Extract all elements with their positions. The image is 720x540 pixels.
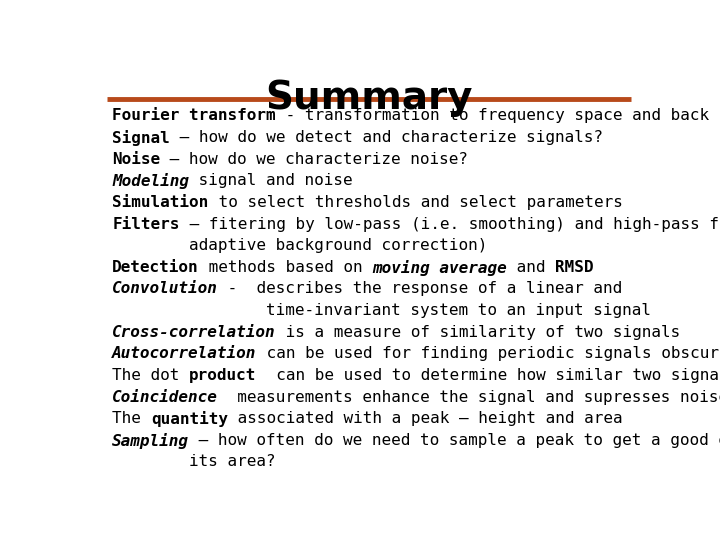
Text: Sampling: Sampling <box>112 433 189 449</box>
Text: its area?: its area? <box>112 454 276 469</box>
Text: The: The <box>112 411 150 426</box>
Text: measurements enhance the signal and supresses noise: measurements enhance the signal and supr… <box>218 389 720 404</box>
Text: signal and noise: signal and noise <box>189 173 353 188</box>
Text: Filters: Filters <box>112 217 180 232</box>
Text: product: product <box>189 368 257 383</box>
Text: Signal: Signal <box>112 130 170 146</box>
Text: to select thresholds and select parameters: to select thresholds and select paramete… <box>209 195 623 210</box>
Text: Fourier transform: Fourier transform <box>112 109 276 124</box>
Text: – how do we detect and characterize signals?: – how do we detect and characterize sign… <box>170 130 603 145</box>
Text: Detection: Detection <box>112 260 199 275</box>
Text: Cross-correlation: Cross-correlation <box>112 325 276 340</box>
Text: – fitering by low-pass (i.e. smoothing) and high-pass filters (e.g.: – fitering by low-pass (i.e. smoothing) … <box>180 217 720 232</box>
Text: Summary: Summary <box>265 79 473 117</box>
Text: time-invariant system to an input signal: time-invariant system to an input signal <box>112 303 652 318</box>
Text: Coincidence: Coincidence <box>112 389 218 404</box>
Text: RMSD: RMSD <box>555 260 593 275</box>
Text: is a measure of similarity of two signals: is a measure of similarity of two signal… <box>276 325 680 340</box>
Text: Autocorrelation: Autocorrelation <box>112 346 257 361</box>
Text: - transformation to frequency space and back: - transformation to frequency space and … <box>276 109 709 124</box>
Text: can be used to determine how similar two signals are: can be used to determine how similar two… <box>257 368 720 383</box>
Text: and: and <box>507 260 555 275</box>
Text: The dot: The dot <box>112 368 189 383</box>
Text: Noise: Noise <box>112 152 161 167</box>
Text: methods based on: methods based on <box>199 260 372 275</box>
Text: Modeling: Modeling <box>112 173 189 190</box>
Text: adaptive background correction): adaptive background correction) <box>112 238 487 253</box>
Text: -  describes the response of a linear and: - describes the response of a linear and <box>218 281 623 296</box>
Text: can be used for finding periodic signals obscured by noise: can be used for finding periodic signals… <box>257 346 720 361</box>
Text: quantity: quantity <box>150 411 228 427</box>
Text: moving average: moving average <box>372 260 507 276</box>
Text: associated with a peak – height and area: associated with a peak – height and area <box>228 411 623 426</box>
Text: – how often do we need to sample a peak to get a good estimate of: – how often do we need to sample a peak … <box>189 433 720 448</box>
Text: Simulation: Simulation <box>112 195 209 210</box>
Text: Convolution: Convolution <box>112 281 218 296</box>
Text: – how do we characterize noise?: – how do we characterize noise? <box>161 152 469 167</box>
